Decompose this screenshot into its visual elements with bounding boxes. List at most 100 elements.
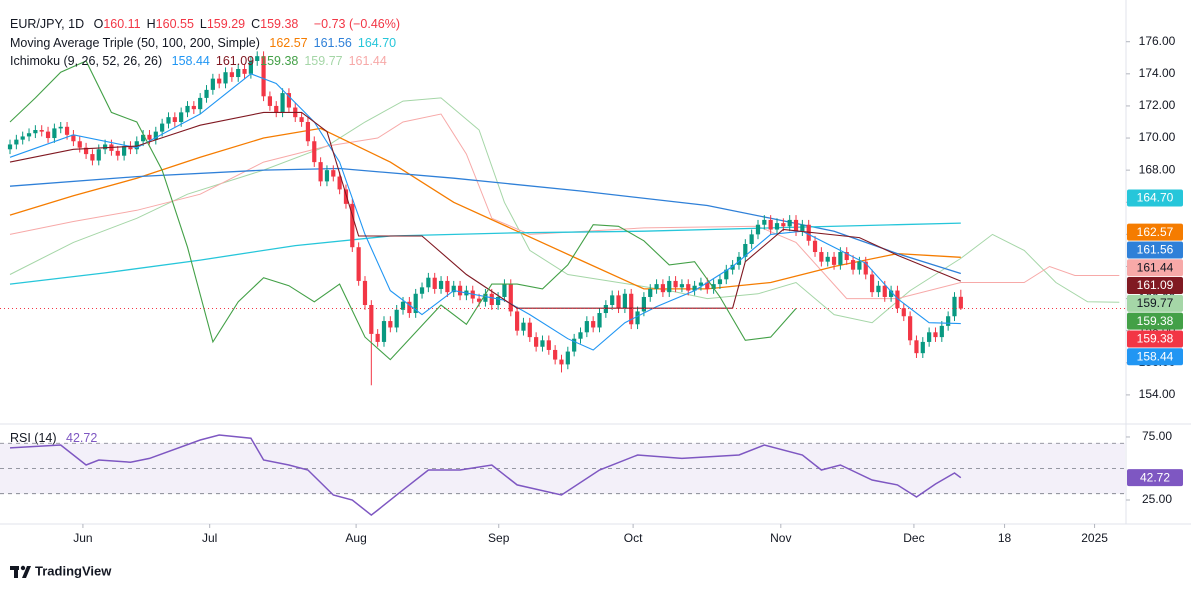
candle-body <box>502 284 507 297</box>
candle-body <box>96 149 101 161</box>
candle-body <box>419 287 425 294</box>
rsi-title: RSI (14) <box>10 431 57 445</box>
candle-body <box>242 69 247 74</box>
price-tag-box <box>1127 277 1183 295</box>
candle-body <box>20 136 25 140</box>
candle-body <box>438 280 444 289</box>
ichimoku-value: 161.09 <box>215 54 255 68</box>
candle-body <box>762 219 767 225</box>
candle-body <box>166 117 171 124</box>
candle-body <box>141 134 146 142</box>
candle-body <box>255 56 260 61</box>
candle-body <box>717 279 723 285</box>
ichimoku-value: 161.44 <box>348 54 387 68</box>
candle-body <box>869 274 875 293</box>
candle-body <box>274 105 279 113</box>
candle-body <box>629 293 634 325</box>
ichimoku-lagging <box>9 60 797 361</box>
candle-body <box>483 293 488 302</box>
candle-body <box>33 130 38 134</box>
candle-body <box>857 261 862 270</box>
price-tag: 164.70 <box>1127 189 1183 207</box>
candle-body <box>749 234 754 244</box>
price-tag-label: 161.44 <box>1137 260 1174 274</box>
price-tag-box <box>1127 330 1183 348</box>
candle-body <box>724 269 729 280</box>
price-tag-box <box>1127 348 1183 366</box>
ma-value: 162.57 <box>269 36 308 50</box>
candle-body <box>217 78 222 84</box>
candle-body <box>597 313 602 328</box>
candle-body <box>236 69 241 78</box>
ma-value: 161.56 <box>313 36 352 50</box>
candle-body <box>540 340 545 347</box>
candle-body <box>229 72 234 78</box>
ohlc-value: 160.11 <box>103 17 141 31</box>
candle-body <box>793 219 799 232</box>
candle-body <box>825 256 830 262</box>
symbol: EUR/JPY, 1D <box>10 17 85 31</box>
candle-body <box>515 311 520 331</box>
ma-50 <box>9 127 961 290</box>
candle-body <box>369 305 374 334</box>
price-tag-label: 164.70 <box>1137 191 1174 205</box>
ohlc-prefix: H <box>146 17 156 31</box>
y-tick-label: 174.00 <box>1139 66 1176 80</box>
candle-body <box>743 243 748 257</box>
candle-body <box>350 203 355 248</box>
candle-body <box>261 56 266 97</box>
ichimoku-value: 159.77 <box>304 54 343 68</box>
rsi-legend: RSI (14) 42.72 <box>10 431 103 445</box>
ma-legend: Moving Average Triple (50, 100, 200, Sim… <box>10 36 402 50</box>
candle-body <box>572 338 577 352</box>
candle-body <box>635 311 640 325</box>
candle-body <box>407 301 412 314</box>
y-tick-label: 154.00 <box>1139 387 1176 401</box>
x-tick-label: 2025 <box>1081 531 1108 545</box>
rsi-tick-label: 25.00 <box>1142 492 1172 506</box>
candle-body <box>648 288 653 297</box>
candle-body <box>122 146 127 156</box>
y-tick-label: 172.00 <box>1139 98 1176 112</box>
ohlc-prefix: O <box>93 17 104 31</box>
candle-body <box>318 162 323 182</box>
price-tag: 162.57 <box>1127 223 1183 241</box>
candle-body <box>622 293 627 309</box>
price-tag-label: 161.56 <box>1137 243 1174 257</box>
candle-body <box>356 247 361 281</box>
candle-body <box>952 296 957 317</box>
ichimoku-label: Ichimoku (9, 26, 52, 26, 26) <box>10 54 163 68</box>
x-tick-label: Dec <box>903 531 924 545</box>
ohlc-value: 159.38 <box>260 17 299 31</box>
x-tick-label: Oct <box>624 531 643 545</box>
candle-body <box>673 280 678 288</box>
candle-body <box>920 341 925 354</box>
price-tag-box <box>1127 223 1183 241</box>
price-tag-label: 42.72 <box>1140 470 1170 484</box>
candle-body <box>198 97 203 110</box>
candle-body <box>838 252 843 265</box>
ma-label: Moving Average Triple (50, 100, 200, Sim… <box>10 36 260 50</box>
rsi-tick-label: 75.00 <box>1142 429 1172 443</box>
candle-body <box>337 176 342 190</box>
candle-body <box>400 301 406 310</box>
candle-body <box>889 290 894 297</box>
ohlc-value: 160.55 <box>155 17 194 31</box>
price-tag-box <box>1127 189 1183 207</box>
candle-body <box>179 112 184 122</box>
ichimoku-span-b <box>9 113 1120 300</box>
candle-body <box>128 146 133 150</box>
price-tag: 161.09 <box>1127 277 1183 295</box>
candle-body <box>654 284 659 289</box>
candle-body <box>933 332 938 338</box>
candle-body <box>299 117 304 122</box>
candle-body <box>895 290 900 309</box>
price-tag-label: 161.09 <box>1137 278 1174 292</box>
candle-body <box>248 60 253 74</box>
candle-body <box>774 223 780 230</box>
candle-body <box>508 284 513 312</box>
y-tick-label: 170.00 <box>1139 130 1176 144</box>
candle-body <box>362 280 368 306</box>
price-tag: 159.38 <box>1127 330 1183 348</box>
